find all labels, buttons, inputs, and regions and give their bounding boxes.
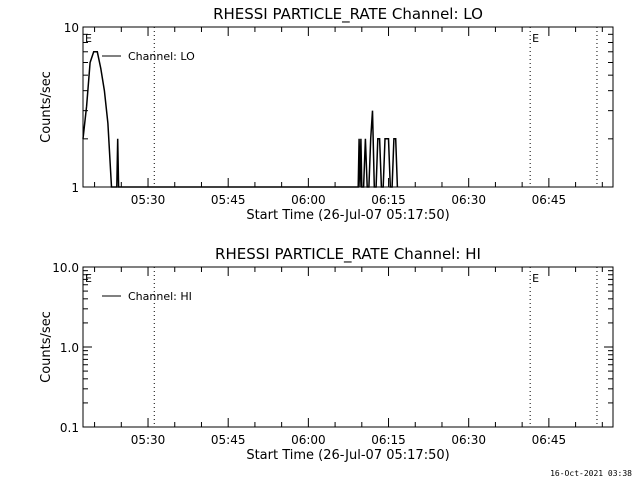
p1-y-tick-label: 1 xyxy=(71,181,79,195)
p2-y-tick-label: 0.1 xyxy=(60,421,79,435)
p2-x-tick-label: 05:30 xyxy=(131,433,166,447)
p1-series-line xyxy=(82,51,399,188)
p2-x-tick-label: 06:45 xyxy=(532,433,567,447)
p1-annotation-e: E xyxy=(85,32,92,45)
p1-y-axis-label: Counts/sec xyxy=(39,71,54,143)
p1-y-tick-label: 10 xyxy=(64,21,79,35)
p2-y-tick-label: 10.0 xyxy=(52,261,79,275)
p2-annotation-e: E xyxy=(85,272,92,285)
p1-chart-title: RHESSI PARTICLE_RATE Channel: LO xyxy=(213,5,483,24)
p2-x-axis-label: Start Time (26-Jul-07 05:17:50) xyxy=(246,448,449,463)
p2-x-tick-label: 05:45 xyxy=(211,433,246,447)
generated-timestamp: 16-Oct-2021 03:38 xyxy=(550,469,632,478)
p1-x-tick-label: 05:30 xyxy=(131,193,166,207)
p2-y-axis-label: Counts/sec xyxy=(39,311,54,383)
p1-legend-entry: Channel: LO xyxy=(128,50,195,63)
p1-x-tick-label: 06:30 xyxy=(451,193,486,207)
p2-chart-title: RHESSI PARTICLE_RATE Channel: HI xyxy=(215,245,481,264)
p2-x-tick-label: 06:15 xyxy=(371,433,406,447)
p1-annotation-e: E xyxy=(532,32,539,45)
p2-x-tick-label: 06:30 xyxy=(451,433,486,447)
p2-x-tick-label: 06:00 xyxy=(291,433,326,447)
p2-annotation-e: E xyxy=(532,272,539,285)
p1-x-axis-label: Start Time (26-Jul-07 05:17:50) xyxy=(246,208,449,223)
p1-x-tick-label: 05:45 xyxy=(211,193,246,207)
p2-y-tick-label: 1.0 xyxy=(60,341,79,355)
p1-x-tick-label: 06:45 xyxy=(532,193,567,207)
p1-x-tick-label: 06:00 xyxy=(291,193,326,207)
p1-x-tick-label: 06:15 xyxy=(371,193,406,207)
p2-legend-entry: Channel: HI xyxy=(128,290,192,303)
